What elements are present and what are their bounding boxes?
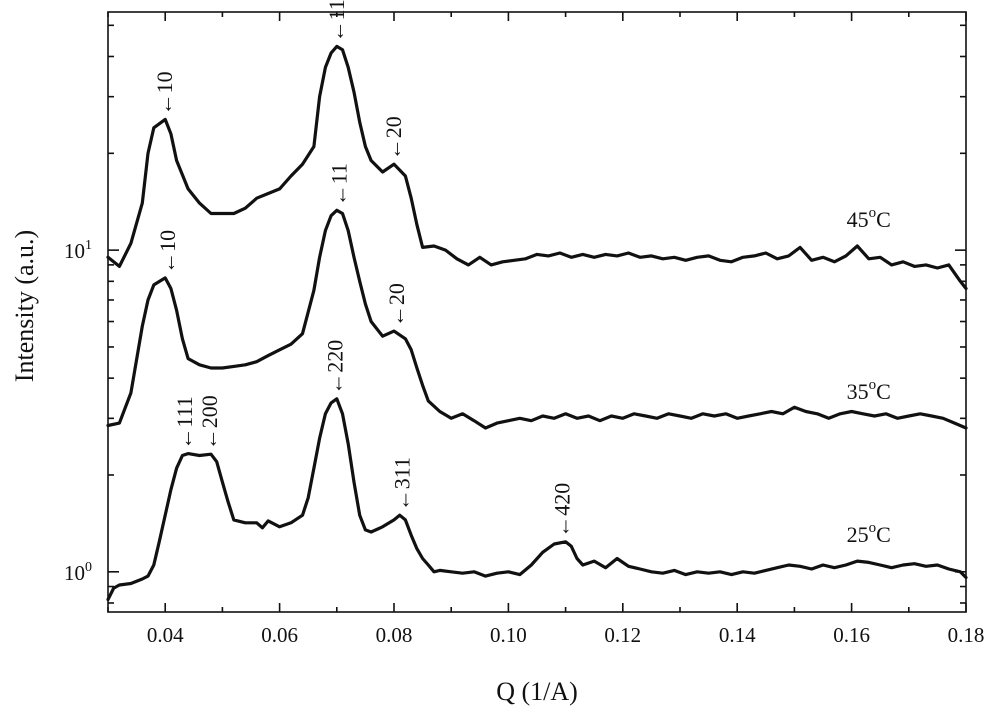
y-axis-title: Intensity (a.u.) [10,230,39,382]
x-tick-label: 0.04 [147,623,184,647]
series-line-25C [106,397,968,602]
peak-label: ←10 [152,71,177,115]
series-labels: 45oC 35oC 25oC [847,205,891,547]
peak-annotation-20: ←20 [384,283,409,327]
peak-annotation-200: ←200 [197,395,222,450]
x-tick-label: 0.08 [376,623,413,647]
peak-label: ←200 [197,395,222,450]
peak-annotation-20: ←20 [381,116,406,160]
series-label-25C: 25oC [847,520,891,547]
x-tick-label: 0.18 [948,623,985,647]
peak-annotation-11: ←11 [324,0,349,42]
peak-annotation-10: ←10 [152,71,177,115]
y-tick-label: 101 [64,238,92,263]
peak-label: ←20 [381,116,406,160]
x-tick-label: 0.16 [833,623,870,647]
peak-label: ←420 [550,483,575,538]
series-layer [106,44,968,602]
plot-frame-rect [107,11,967,613]
peak-label: ←11 [327,163,352,206]
peak-annotation-10: ←10 [155,230,180,274]
peak-label: ←111 [172,396,197,449]
peak-label: ←220 [323,340,348,395]
x-axis-title: Q (1/A) [496,677,578,706]
series-line-45C [106,44,968,291]
peak-annotation-11: ←11 [327,163,352,206]
plot-frame [107,11,967,613]
series-label-45C: 45oC [847,205,891,232]
x-tick-label: 0.10 [490,623,527,647]
x-axis: 0.04 0.06 0.08 0.10 0.12 0.14 0.16 0.18 [107,12,985,647]
series-line-35C [106,208,968,430]
peak-label: ←11 [324,0,349,42]
y-axis: 100 101 [64,24,966,604]
peak-annotation-111: ←111 [172,396,197,449]
y-tick-label: 100 [64,560,92,585]
x-tick-label: 0.06 [261,623,298,647]
peak-annotation-220: ←220 [323,340,348,395]
peak-annotations: ←10 ←11 ←20 ←10 ←11 ←20 ←111 ←200 ←220 ←311 ←420 [152,0,575,538]
x-tick-label: 0.12 [604,623,641,647]
peak-annotation-420: ←420 [550,483,575,538]
x-tick-label: 0.14 [719,623,756,647]
peak-annotation-311: ←311 [390,457,415,511]
peak-label: ←311 [390,457,415,511]
peak-label: ←20 [384,283,409,327]
peak-label: ←10 [155,230,180,274]
series-label-35C: 35oC [847,377,891,404]
